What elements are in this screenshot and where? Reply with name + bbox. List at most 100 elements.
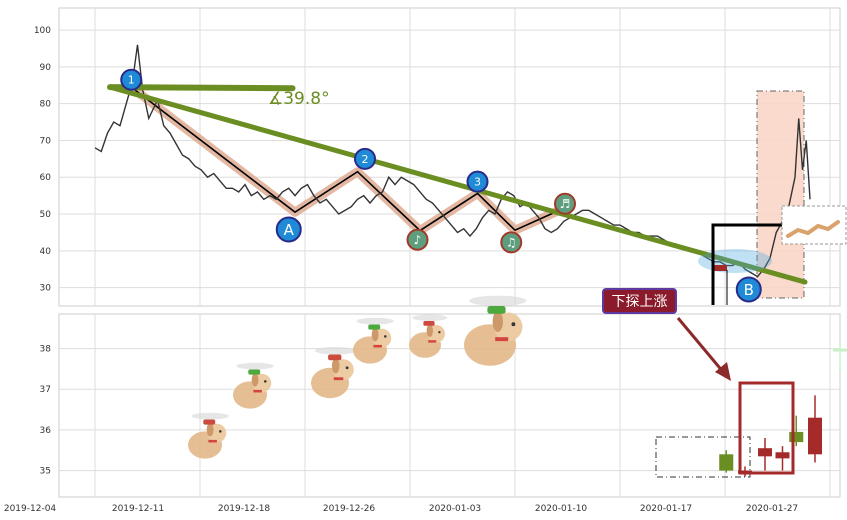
- dog-ear: [426, 324, 433, 337]
- dog-propeller: [356, 317, 394, 325]
- x-tick-label: 2019-12-04: [4, 504, 57, 514]
- dog-propeller: [191, 412, 229, 420]
- dog-eye: [438, 331, 441, 334]
- wave-marker-1: 1: [120, 68, 143, 91]
- breakout-box: [738, 381, 795, 475]
- wave-marker-3-label: 3: [474, 176, 481, 189]
- dog-ear: [206, 422, 214, 437]
- dog-propeller: [469, 295, 527, 306]
- price-y-tick-label: 80: [40, 100, 52, 110]
- dog-helicopter: [328, 354, 342, 361]
- wave-marker-2-label: 2: [362, 153, 369, 166]
- note-marker-circle: [406, 228, 429, 251]
- candle-y-tick-label: 35: [40, 467, 51, 477]
- wave-marker-2-circle: [354, 147, 376, 170]
- note-marker-label: ♬: [560, 197, 571, 211]
- flying-dog: [233, 362, 274, 409]
- candle-y-tick-label: 38: [40, 345, 52, 355]
- dog-propeller: [412, 314, 448, 321]
- candle: [775, 446, 790, 471]
- dog-helicopter: [423, 321, 435, 326]
- x-tick-label: 2020-01-03: [429, 504, 481, 514]
- price-y-tick-label: 40: [40, 247, 52, 257]
- trend-lines: [107, 84, 808, 285]
- candle-y-tick-label: 37: [40, 385, 51, 395]
- breakout-annotation: [698, 205, 847, 305]
- wave-marker-1-label: 1: [128, 74, 135, 87]
- note-marker-circle: [500, 231, 523, 254]
- support-highlight: [698, 249, 772, 273]
- candle-body: [833, 348, 847, 352]
- callout-arrow-line: [676, 317, 726, 374]
- candle-body: [789, 431, 804, 443]
- x-tick-label: 2019-12-18: [218, 504, 271, 514]
- point-A-circle: [275, 216, 302, 243]
- note-marker-circle: [554, 192, 576, 215]
- price-y-tick-label: 30: [40, 284, 52, 294]
- dog-ear: [371, 327, 379, 342]
- flying-dog: [311, 346, 357, 399]
- x-tick-label: 2020-01-17: [640, 504, 692, 514]
- descending-trendline: [107, 84, 808, 285]
- x-tick-label: 2019-12-26: [323, 504, 376, 514]
- note-marker-label: ♫: [506, 236, 517, 250]
- dog-propeller: [314, 346, 357, 355]
- candle: [833, 342, 847, 371]
- dog-eye: [345, 366, 349, 370]
- candle: [808, 395, 822, 463]
- flying-dog-illustration: [188, 295, 527, 459]
- dog-collar: [333, 377, 344, 381]
- flying-dog: [353, 317, 394, 364]
- candle-panel-frame: [58, 313, 841, 498]
- candle-body: [758, 448, 772, 457]
- wave-marker-3: 3: [466, 170, 489, 193]
- candle: [719, 450, 734, 473]
- x-tick-label: 2020-01-10: [535, 504, 588, 514]
- dog-ear: [251, 372, 259, 387]
- dog-helicopter: [203, 419, 216, 425]
- dog-helicopter: [368, 324, 381, 330]
- dog-collar: [428, 340, 437, 343]
- flying-dog: [188, 412, 229, 459]
- dog-collar: [208, 439, 217, 443]
- dog-collar: [495, 337, 509, 342]
- dog-helicopter: [248, 369, 261, 375]
- callout-arrowhead: [715, 362, 731, 381]
- price-y-tick-label: 90: [40, 63, 52, 73]
- note-marker: ♫: [500, 231, 523, 254]
- point-A-label: A: [284, 221, 295, 239]
- candle-body: [808, 417, 822, 455]
- horizontal-trendline: [107, 84, 296, 92]
- price-grid: [59, 8, 840, 306]
- dog-eye: [384, 335, 387, 338]
- callout-box: [602, 288, 677, 314]
- point-B-circle: [735, 276, 762, 303]
- breakout-zone: [756, 90, 805, 299]
- candle-highlight-boxes: [655, 381, 795, 478]
- candle-body: [775, 452, 790, 459]
- callout-text: 下探上涨: [612, 294, 668, 310]
- thumbnail-dogs: [786, 220, 840, 238]
- x-tick-label: 2019-12-11: [112, 504, 164, 514]
- point-B-label: B: [744, 281, 754, 299]
- dog-eye: [219, 430, 222, 433]
- price-panel: 30 40 50 60 70 80 90 100 ∡39.8° 1 2 3 A B ♪ ♫ ♬: [34, 7, 847, 307]
- dog-ear: [492, 311, 503, 332]
- dog-collar: [253, 389, 262, 393]
- wave-marker-1-circle: [120, 68, 143, 91]
- dog-eye: [264, 380, 267, 383]
- candle-panel: 35 36 37 38 2019-12-04 2019-12-11 2019-12-18 2…: [4, 288, 847, 514]
- price-y-tick-label: 70: [40, 136, 52, 146]
- candle-y-ticks: 35 36 37 38: [40, 345, 52, 477]
- candle: [789, 415, 804, 447]
- flying-dog: [464, 295, 527, 366]
- dog-eye: [511, 322, 516, 327]
- wave-marker-2: 2: [354, 147, 376, 170]
- price-y-tick-label: 50: [40, 210, 52, 220]
- breakout-zone-rect: [756, 90, 805, 299]
- price-y-tick-label: 100: [34, 26, 51, 36]
- candle-y-tick-label: 36: [40, 426, 52, 436]
- note-marker: ♪: [406, 228, 429, 251]
- candle-body: [719, 454, 734, 471]
